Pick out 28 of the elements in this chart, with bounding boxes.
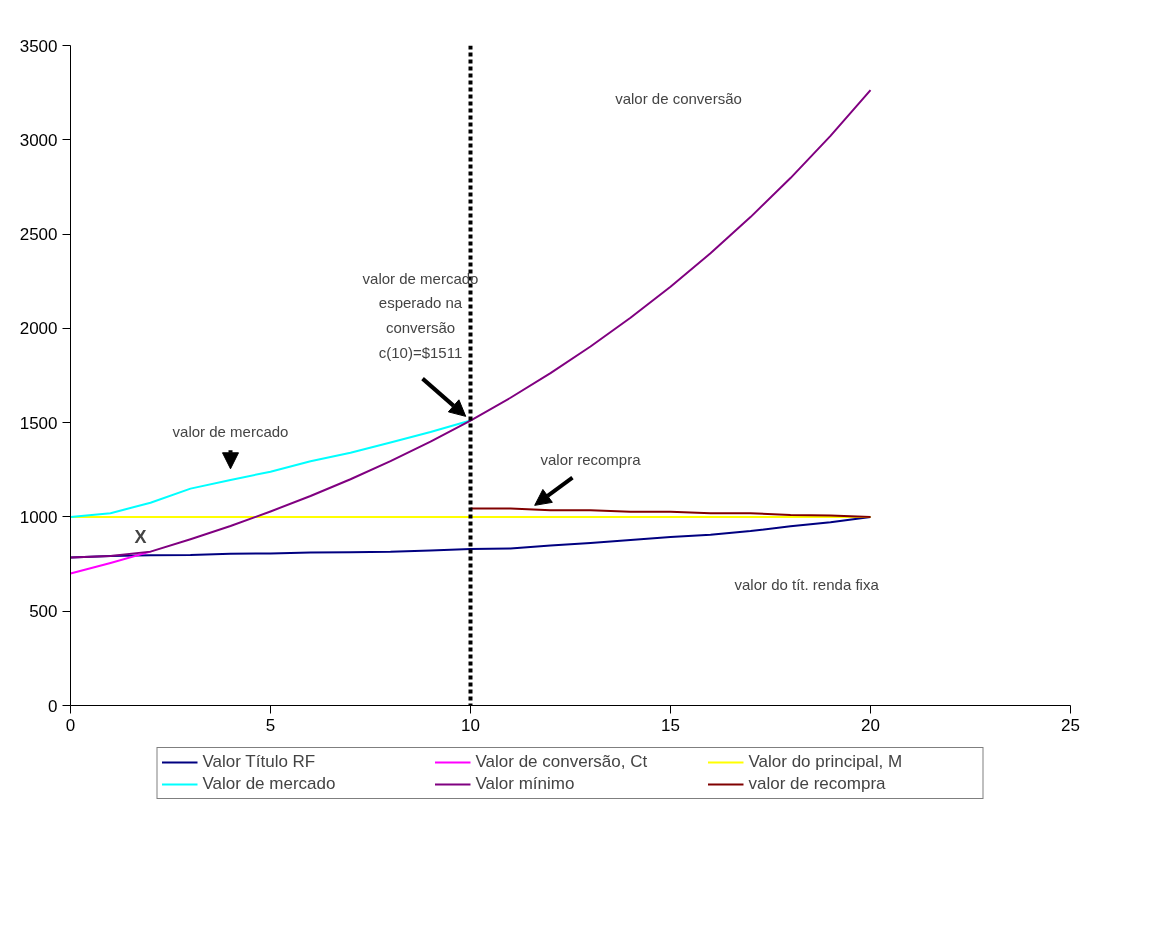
y-tick-label: 1000 [19,507,58,527]
legend-label: Valor Título RF [202,752,317,772]
annotation: valor de mercado esperado na conversão c(10)=$1511 [362,269,479,361]
line-series [469,507,872,518]
x-tick-label: 5 [265,715,276,735]
y-tick-label: 1500 [19,413,58,433]
x-tick-label: 15 [661,715,680,735]
y-tick-label: 2000 [19,319,58,339]
annotation: valor recompra [540,451,642,469]
y-tick-label: 500 [29,602,58,622]
x-tick-label: 20 [861,715,880,735]
y-tick-label: 3500 [19,36,58,56]
legend-label: Valor mínimo [475,774,576,794]
annotation: X [134,526,147,547]
x-tick-label: 25 [1061,715,1080,735]
annotation: valor de conversão [615,89,742,107]
y-tick-label: 3000 [19,130,58,150]
legend-label: valor de recompra [748,774,887,794]
x-tick-label: 0 [65,715,76,735]
legend-label: Valor do principal, M [748,752,904,772]
annotation: valor de mercado [172,422,289,440]
legend-label: Valor de mercado [202,774,337,794]
y-tick-label: 2500 [19,225,58,245]
legend-label: Valor de conversão, Ct [475,752,649,772]
x-tick-label: 10 [461,715,480,735]
line-series [70,89,872,559]
y-tick-label: 0 [48,696,58,716]
annotation: valor do tít. renda fixa [734,576,880,594]
